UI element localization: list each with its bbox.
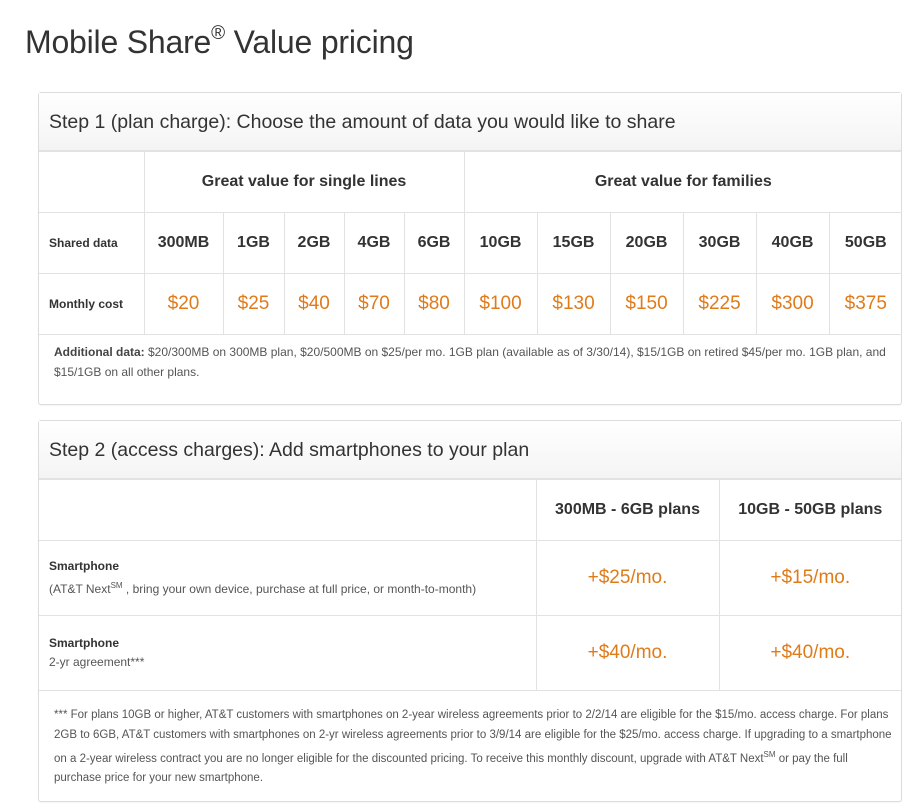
step2-panel: Step 2 (access charges): Add smartphones… (38, 420, 902, 802)
price-next-small: +$25/mo. (535, 540, 720, 616)
access-charges-table: 300MB - 6GB plans 10GB - 50GB plans Smar… (39, 479, 901, 691)
registered-mark: ® (211, 23, 225, 45)
col-300mb-6gb: 300MB - 6GB plans (535, 479, 720, 541)
plan-cost-30gb: $225 (682, 273, 757, 335)
plan-data-1gb: 1GB (222, 212, 285, 274)
smartphone-next-title: Smartphone (49, 559, 120, 573)
smartphone-next-desc-b: , bring your own device, purchase at ful… (122, 582, 477, 596)
plan-cost-1gb: $25 (222, 273, 285, 335)
shared-data-row: Shared data 300MB 1GB 2GB 4GB 6GB 10GB 1… (39, 212, 903, 274)
col-10gb-50gb: 10GB - 50GB plans (718, 479, 901, 541)
group-single-lines: Great value for single lines (143, 151, 465, 213)
plan-data-2gb: 2GB (283, 212, 345, 274)
plan-cost-10gb: $100 (463, 273, 538, 335)
smartphone-row-2yr: Smartphone 2-yr agreement*** +$40/mo. +$… (39, 615, 901, 691)
shared-data-label: Shared data (39, 212, 145, 274)
corner-cell (39, 151, 145, 213)
monthly-cost-row: Monthly cost $20 $25 $40 $70 $80 $100 $1… (39, 273, 903, 335)
plan-cost-50gb: $375 (828, 273, 903, 335)
step2-heading: Step 2 (access charges): Add smartphones… (39, 421, 901, 479)
plan-table: Great value for single lines Great value… (39, 151, 903, 335)
page-title-text: Mobile Share (25, 24, 212, 60)
plan-cost-15gb: $130 (536, 273, 611, 335)
footnote-service-mark: SM (763, 750, 776, 759)
plan-data-6gb: 6GB (403, 212, 465, 274)
plan-data-300mb: 300MB (143, 212, 224, 274)
monthly-cost-label: Monthly cost (39, 273, 145, 335)
access-footnote: *** For plans 10GB or higher, AT&T custo… (39, 691, 901, 789)
additional-data-text: $20/300MB on 300MB plan, $20/500MB on $2… (54, 345, 886, 379)
access-footnote-b: or pay the full purchase price for your … (54, 752, 848, 785)
price-next-large: +$15/mo. (718, 540, 901, 616)
plan-cost-6gb: $80 (403, 273, 465, 335)
smartphone-2yr-cell: Smartphone 2-yr agreement*** (39, 615, 537, 691)
page-title: Mobile Share® Value pricing (25, 23, 414, 61)
plan-cost-40gb: $300 (755, 273, 830, 335)
price-2yr-small: +$40/mo. (535, 615, 720, 691)
access-corner-cell (39, 479, 537, 541)
plan-data-4gb: 4GB (343, 212, 405, 274)
group-families: Great value for families (463, 151, 903, 213)
plan-data-50gb: 50GB (828, 212, 903, 274)
access-footnote-a: *** For plans 10GB or higher, AT&T custo… (54, 709, 892, 765)
service-mark: SM (110, 581, 123, 590)
plan-data-30gb: 30GB (682, 212, 757, 274)
plan-cost-300mb: $20 (143, 273, 224, 335)
page-title-suffix: Value pricing (224, 24, 414, 60)
plan-cost-2gb: $40 (283, 273, 345, 335)
additional-data-note: Additional data: $20/300MB on 300MB plan… (39, 335, 901, 382)
smartphone-next-desc: (AT&T NextSM , bring your own device, pu… (49, 576, 536, 599)
smartphone-next-desc-a: (AT&T Next (49, 582, 111, 596)
plan-data-10gb: 10GB (463, 212, 538, 274)
plan-data-20gb: 20GB (609, 212, 684, 274)
step1-panel: Step 1 (plan charge): Choose the amount … (38, 92, 903, 405)
plan-cost-20gb: $150 (609, 273, 684, 335)
additional-data-label: Additional data: (54, 345, 145, 359)
smartphone-2yr-title: Smartphone (49, 636, 120, 650)
smartphone-row-next: Smartphone (AT&T NextSM , bring your own… (39, 540, 901, 616)
plan-data-15gb: 15GB (536, 212, 611, 274)
step1-heading: Step 1 (plan charge): Choose the amount … (39, 93, 901, 151)
price-2yr-large: +$40/mo. (718, 615, 901, 691)
smartphone-2yr-desc: 2-yr agreement*** (49, 655, 145, 669)
plan-cost-4gb: $70 (343, 273, 405, 335)
plan-data-40gb: 40GB (755, 212, 830, 274)
smartphone-next-cell: Smartphone (AT&T NextSM , bring your own… (39, 540, 537, 616)
